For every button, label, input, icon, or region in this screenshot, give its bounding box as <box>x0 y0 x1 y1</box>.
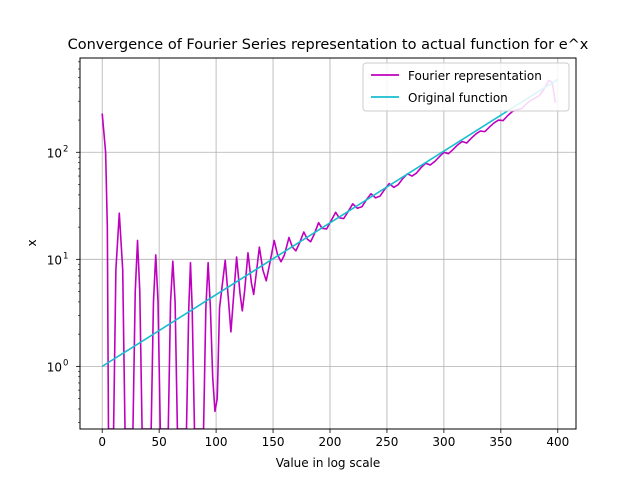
y-tick-label-base: 10 <box>47 146 62 160</box>
legend-box <box>362 62 570 112</box>
x-axis: 0 50 100 150 200 250 300 350 400 <box>98 429 569 449</box>
x-tick-label: 50 <box>152 435 167 449</box>
y-tick-label: 10 0 <box>47 358 69 374</box>
series-line-original <box>101 78 559 368</box>
x-tick-label: 150 <box>262 435 285 449</box>
x-tick-label: 400 <box>546 435 569 449</box>
y-tick-label-base: 10 <box>47 253 62 267</box>
legend: Fourier representation Original function <box>362 62 570 112</box>
y-tick-label-base: 10 <box>47 360 62 374</box>
legend-label-original: Original function <box>408 91 508 105</box>
x-axis-label: Value in log scale <box>276 456 381 470</box>
y-tick-label: 10 1 <box>47 251 69 267</box>
series-line-fourier <box>101 79 557 429</box>
chart-title: Convergence of Fourier Series representa… <box>68 37 589 53</box>
plot-area <box>80 58 576 429</box>
x-tick-label: 100 <box>205 435 228 449</box>
plot-frame <box>79 57 577 430</box>
legend-label-fourier: Fourier representation <box>408 69 542 83</box>
y-tick-label-exponent: 2 <box>63 144 68 154</box>
series-layer <box>101 78 559 429</box>
x-tick-label: 200 <box>319 435 342 449</box>
y-axis-label: x <box>25 239 39 246</box>
x-tick-label: 0 <box>98 435 106 449</box>
y-tick-label-exponent: 1 <box>63 251 68 261</box>
x-tick-label: 350 <box>489 435 512 449</box>
y-tick-label: 10 2 <box>47 144 69 160</box>
x-tick-label: 250 <box>375 435 398 449</box>
y-tick-label-exponent: 0 <box>63 358 68 368</box>
x-tick-label: 300 <box>432 435 455 449</box>
